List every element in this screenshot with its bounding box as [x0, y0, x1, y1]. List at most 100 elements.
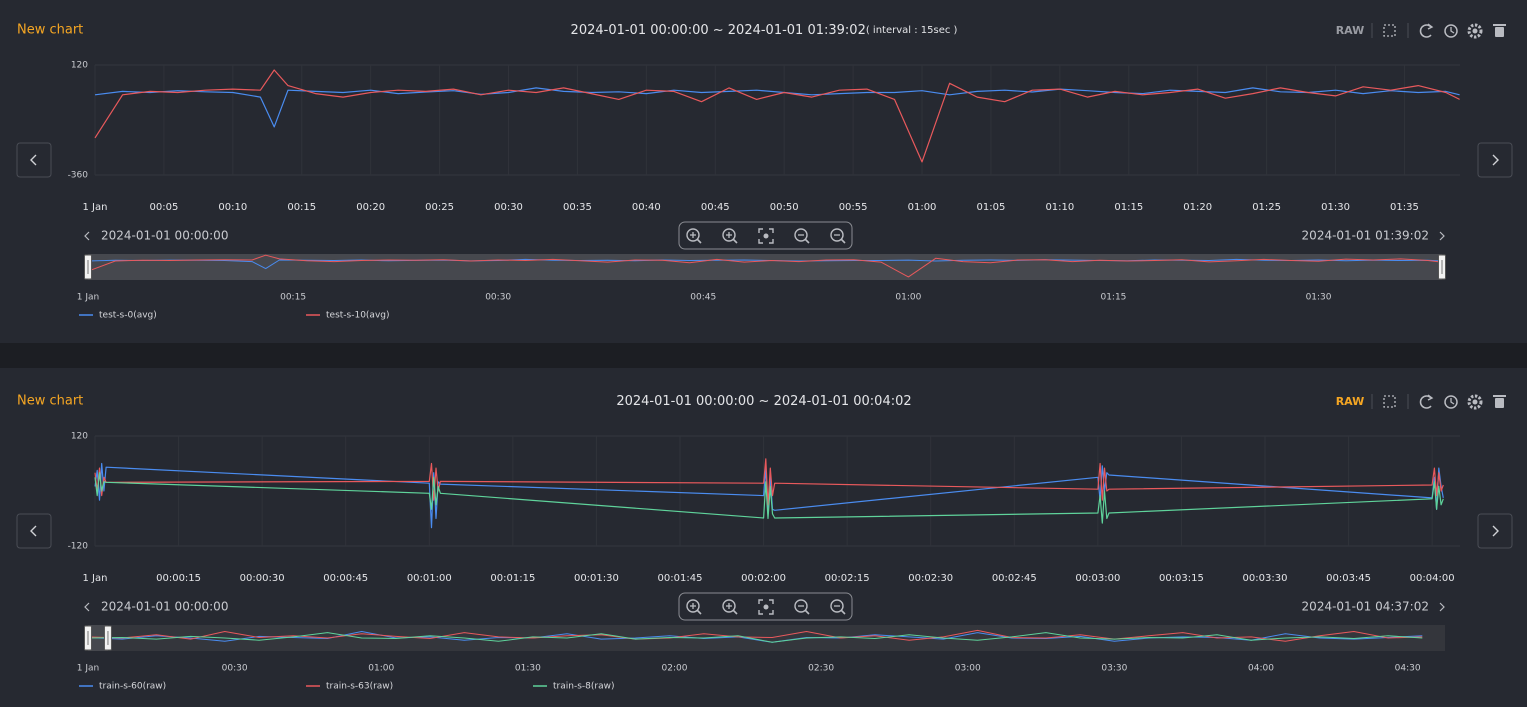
x-tick-label: 1 Jan — [83, 573, 108, 584]
zoom-icon-handle — [804, 609, 810, 615]
zoom-fit-dot — [763, 233, 769, 239]
select-icon[interactable] — [1383, 24, 1396, 37]
next-arrow — [1492, 525, 1499, 537]
history-icon[interactable] — [1444, 24, 1458, 38]
nav-tick-label: 02:30 — [808, 664, 834, 674]
delete-lid — [1493, 24, 1506, 26]
time-range: 2024-01-01 00:00:00 ~ 2024-01-01 00:04:0… — [616, 394, 911, 409]
zoom-icon-handle — [840, 238, 846, 244]
nav-start: 2024-01-01 00:00:00 — [101, 229, 228, 243]
raw-toggle[interactable]: RAW — [1336, 24, 1365, 37]
history-hands — [1450, 27, 1455, 34]
x-tick-label: 00:03:45 — [1326, 573, 1371, 584]
history-icon[interactable] — [1444, 395, 1458, 409]
legend-label[interactable]: test-s-0(avg) — [99, 311, 157, 321]
x-tick-label: 00:02:30 — [908, 573, 953, 584]
nav-prev[interactable] — [84, 602, 90, 612]
prev-arrow — [30, 525, 37, 537]
zoom-icon-handle — [732, 238, 738, 244]
navigator-selection — [88, 254, 1442, 280]
nav-tick-label: 01:30 — [515, 664, 541, 674]
legend-label[interactable]: train-s-63(raw) — [326, 682, 393, 692]
zoom-toolbar-frame — [678, 592, 853, 621]
y-tick-label: -360 — [68, 171, 89, 181]
nav-tick-label: 02:00 — [662, 664, 688, 674]
series-line — [87, 632, 1423, 643]
nav-tick-label: 01:00 — [368, 664, 394, 674]
nav-next[interactable] — [1439, 231, 1445, 241]
x-tick-label: 00:01:45 — [658, 573, 703, 584]
refresh-icon[interactable] — [1419, 395, 1432, 409]
legend-label[interactable]: test-s-10(avg) — [326, 311, 390, 321]
x-tick-label: 01:35 — [1390, 202, 1419, 213]
x-tick-label: 01:20 — [1183, 202, 1212, 213]
x-tick-label: 01:00 — [908, 202, 937, 213]
time-range-text: 2024-01-01 00:00:00 ~ 2024-01-01 00:04:0… — [616, 394, 911, 409]
zoom-icon-lens — [722, 228, 736, 242]
zoom-icon-handle — [804, 238, 810, 244]
zoom-toolbar-frame — [678, 221, 853, 250]
series-line — [87, 629, 1423, 642]
chart-title[interactable]: New chart — [17, 394, 83, 409]
series-line — [94, 87, 1460, 128]
nav-prev[interactable] — [84, 231, 90, 241]
nav-start: 2024-01-01 00:00:00 — [101, 600, 228, 614]
legend-label[interactable]: train-s-8(raw) — [553, 682, 614, 692]
x-tick-label: 00:02:45 — [992, 573, 1037, 584]
settings-hub — [1472, 28, 1478, 34]
next-button[interactable] — [1477, 513, 1513, 549]
x-tick-label: 00:35 — [563, 202, 592, 213]
nav-tick-label: 04:30 — [1395, 664, 1421, 674]
settings-icon[interactable] — [1467, 394, 1483, 410]
nav-tick-label: 01:30 — [1306, 293, 1332, 303]
zoom-icon-lens — [794, 228, 808, 242]
prev-button[interactable] — [16, 142, 52, 178]
x-tick-label: 01:25 — [1252, 202, 1281, 213]
next-arrow — [1492, 154, 1499, 166]
nav-tick-label: 00:30 — [485, 293, 511, 303]
time-range: 2024-01-01 00:00:00 ~ 2024-01-01 01:39:0… — [571, 23, 958, 38]
zoom-icon-lens — [722, 599, 736, 613]
x-tick-label: 00:50 — [770, 202, 799, 213]
nav-tick-label: 01:00 — [895, 293, 921, 303]
x-tick-label: 00:03:15 — [1159, 573, 1204, 584]
series-line — [94, 458, 1444, 506]
delete-icon[interactable] — [1495, 398, 1504, 408]
zoom-icon-lens — [830, 599, 844, 613]
refresh-arrow — [1427, 394, 1434, 401]
zoom-fit-icon[interactable] — [758, 599, 774, 615]
x-tick-label: 00:01:00 — [407, 573, 452, 584]
refresh-icon[interactable] — [1419, 24, 1432, 38]
y-tick-label: 120 — [71, 432, 88, 442]
series-line — [87, 631, 1423, 643]
x-tick-label: 00:55 — [839, 202, 868, 213]
nav-tick-label: 1 Jan — [77, 664, 99, 674]
series-line — [87, 254, 1442, 278]
x-tick-label: 00:00:30 — [240, 573, 285, 584]
chart-title[interactable]: New chart — [17, 23, 83, 38]
toolbar-icons — [1383, 394, 1506, 410]
prev-arrow — [30, 154, 37, 166]
nav-tick-label: 1 Jan — [77, 293, 99, 303]
series-line — [94, 69, 1460, 163]
prev-button[interactable] — [16, 513, 52, 549]
settings-icon[interactable] — [1467, 23, 1483, 39]
x-tick-label: 00:01:15 — [490, 573, 535, 584]
nav-end: 2024-01-01 04:37:02 — [1302, 600, 1429, 614]
nav-next[interactable] — [1439, 602, 1445, 612]
x-tick-label: 00:25 — [425, 202, 454, 213]
nav-end: 2024-01-01 01:39:02 — [1302, 229, 1429, 243]
x-tick-label: 00:02:00 — [741, 573, 786, 584]
select-icon[interactable] — [1383, 395, 1396, 408]
next-button[interactable] — [1477, 142, 1513, 178]
nav-tick-label: 00:45 — [690, 293, 716, 303]
raw-toggle[interactable]: RAW — [1336, 395, 1365, 408]
delete-lid — [1493, 395, 1506, 397]
x-tick-label: 00:03:00 — [1075, 573, 1120, 584]
zoom-fit-icon[interactable] — [758, 228, 774, 244]
nav-tick-label: 00:30 — [222, 664, 248, 674]
delete-icon[interactable] — [1495, 27, 1504, 37]
legend-label[interactable]: train-s-60(raw) — [99, 682, 166, 692]
